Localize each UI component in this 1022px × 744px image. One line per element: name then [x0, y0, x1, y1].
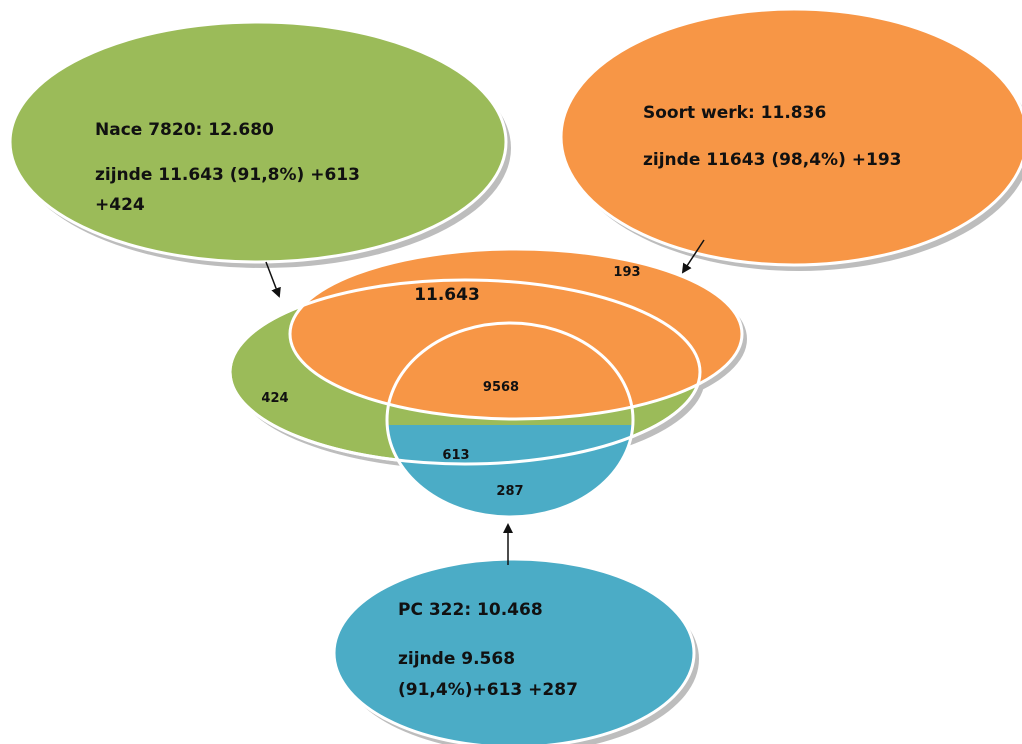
region-all-three: 9568: [483, 380, 519, 395]
region-nace-pc: 613: [442, 448, 469, 463]
nace-title: Nace 7820: 12.680: [95, 120, 274, 140]
soort-callout-ellipse: [559, 7, 1022, 267]
nace-callout-ellipse: [8, 20, 508, 264]
nace-callout: Nace 7820: 12.680 zijnde 11.643 (91,8%) …: [8, 20, 511, 268]
soort-detail-line1: zijnde 11643 (98,4%) +193: [643, 150, 902, 170]
venn-core: [228, 247, 747, 519]
soort-callout: Soort werk: 11.836 zijnde 11643 (98,4%) …: [559, 7, 1022, 271]
nace-detail-line1: zijnde 11.643 (91,8%) +613: [95, 165, 360, 185]
region-nace-only: 424: [261, 391, 288, 406]
pc-callout-ellipse: [332, 557, 696, 744]
pc-set-ellipse: [385, 321, 635, 519]
region-nace-soort: 11.643: [414, 285, 480, 305]
pc-detail-line2: (91,4%)+613 +287: [398, 680, 578, 700]
nace-arrow: [265, 261, 281, 298]
nace-detail-line2: +424: [95, 195, 145, 215]
pc-detail-line1: zijnde 9.568: [398, 649, 515, 669]
region-pc-only: 287: [496, 484, 523, 499]
soort-title: Soort werk: 11.836: [643, 103, 826, 123]
region-soort-only: 193: [613, 265, 640, 280]
soort-arrow: [681, 239, 705, 274]
pc-callout: PC 322: 10.468 zijnde 9.568 (91,4%)+613 …: [332, 557, 699, 744]
pc-title: PC 322: 10.468: [398, 600, 543, 620]
